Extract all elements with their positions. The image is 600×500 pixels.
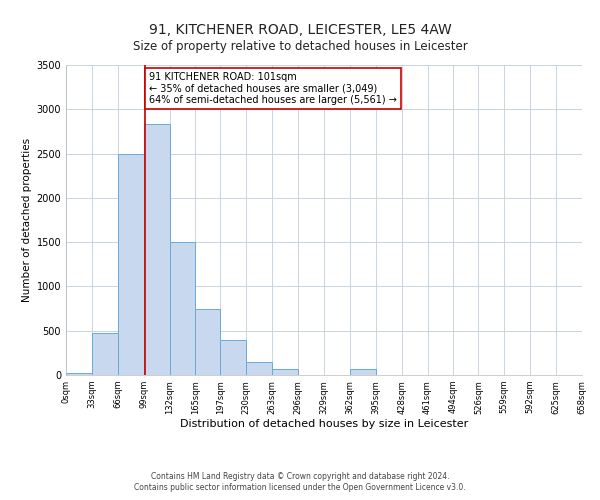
Bar: [196, 308, 220, 375]
Bar: [170, 242, 196, 375]
Bar: [247, 362, 272, 375]
Bar: [350, 369, 376, 375]
Bar: [272, 369, 298, 375]
Bar: [220, 340, 247, 375]
Bar: [118, 154, 143, 375]
Bar: [143, 124, 170, 375]
X-axis label: Distribution of detached houses by size in Leicester: Distribution of detached houses by size …: [180, 420, 468, 430]
Text: 91, KITCHENER ROAD, LEICESTER, LE5 4AW: 91, KITCHENER ROAD, LEICESTER, LE5 4AW: [149, 22, 451, 36]
Text: Size of property relative to detached houses in Leicester: Size of property relative to detached ho…: [133, 40, 467, 53]
Text: Contains public sector information licensed under the Open Government Licence v3: Contains public sector information licen…: [134, 484, 466, 492]
Bar: [92, 333, 118, 375]
Text: Contains HM Land Registry data © Crown copyright and database right 2024.: Contains HM Land Registry data © Crown c…: [151, 472, 449, 481]
Bar: [66, 373, 92, 375]
Text: 91 KITCHENER ROAD: 101sqm
← 35% of detached houses are smaller (3,049)
64% of se: 91 KITCHENER ROAD: 101sqm ← 35% of detac…: [149, 72, 397, 106]
Y-axis label: Number of detached properties: Number of detached properties: [22, 138, 32, 302]
